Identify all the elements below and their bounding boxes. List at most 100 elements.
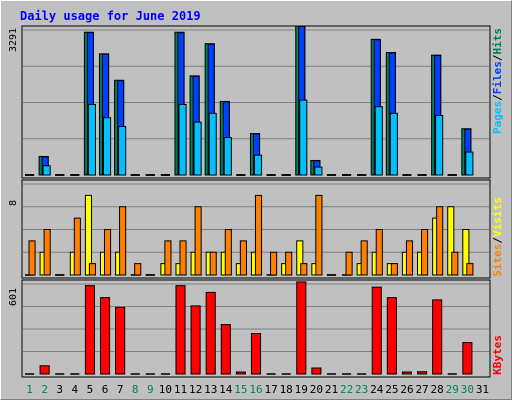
x-tick-label: 27 bbox=[415, 383, 428, 396]
bar-sites bbox=[405, 240, 414, 276]
bar-pages bbox=[223, 137, 232, 176]
bar-kbytes bbox=[401, 371, 413, 375]
bar-sites bbox=[390, 263, 398, 276]
bar-pages bbox=[314, 166, 323, 176]
x-tick-label: 1 bbox=[26, 383, 33, 396]
bar-sites bbox=[254, 194, 263, 276]
x-tick-label: 30 bbox=[461, 383, 474, 396]
bar-visits bbox=[462, 229, 470, 276]
bar-sites bbox=[300, 263, 308, 276]
bar-kbytes bbox=[99, 297, 111, 375]
bar-sites bbox=[209, 251, 217, 276]
x-tick-label: 11 bbox=[174, 383, 187, 396]
bar-kbytes bbox=[115, 306, 126, 375]
bar-kbytes bbox=[386, 297, 397, 375]
bar-kbytes bbox=[432, 299, 443, 375]
x-tick-label: 16 bbox=[249, 383, 262, 396]
bar-visits bbox=[84, 194, 92, 276]
x-tick-label: 7 bbox=[117, 383, 124, 396]
legend-entry: / bbox=[491, 237, 504, 244]
x-tick-label: 29 bbox=[446, 383, 459, 396]
x-tick-label: 31 bbox=[476, 383, 489, 396]
x-tick-label: 17 bbox=[264, 383, 277, 396]
x-tick-label: 21 bbox=[325, 383, 338, 396]
x-tick-label: 6 bbox=[102, 383, 109, 396]
bar-sites bbox=[194, 206, 202, 276]
x-tick-label: 23 bbox=[355, 383, 368, 396]
legend-kbytes: KBytes bbox=[491, 335, 504, 375]
x-tick-label: 20 bbox=[310, 383, 323, 396]
legend-traffic: Pages/Files/Hits bbox=[491, 28, 504, 134]
bar-kbytes bbox=[417, 371, 428, 375]
bar-kbytes bbox=[84, 285, 95, 375]
legend-entry: Pages bbox=[491, 101, 504, 134]
bar-pages bbox=[118, 126, 127, 176]
y-max-label-traffic: 3291 bbox=[8, 28, 19, 52]
bar-pages bbox=[389, 112, 398, 176]
legend-entry: Hits bbox=[491, 28, 504, 55]
bar-pages bbox=[208, 112, 217, 176]
y-max-label-visits: 8 bbox=[8, 200, 19, 206]
bar-pages bbox=[435, 115, 444, 176]
legend-entry: Visits bbox=[491, 197, 504, 237]
x-tick-label: 3 bbox=[56, 383, 63, 396]
bar-visits bbox=[296, 240, 304, 276]
bar-sites bbox=[345, 251, 353, 276]
x-tick-label: 24 bbox=[370, 383, 384, 396]
bar-sites bbox=[375, 229, 383, 276]
bar-sites bbox=[119, 206, 127, 276]
legend-entry: / bbox=[491, 54, 504, 61]
x-tick-label: 19 bbox=[295, 383, 308, 396]
bar-pages bbox=[178, 104, 187, 176]
legend-visits: Sites/Visits bbox=[491, 197, 504, 277]
bar-sites bbox=[360, 240, 368, 276]
bar-kbytes bbox=[220, 324, 231, 375]
x-tick-label: 25 bbox=[385, 383, 398, 396]
bar-pages bbox=[42, 165, 51, 176]
x-tick-label: 2 bbox=[41, 383, 48, 396]
bar-kbytes bbox=[371, 286, 382, 375]
bar-pages bbox=[87, 104, 96, 176]
bar-sites bbox=[164, 240, 172, 276]
x-tick-label: 15 bbox=[234, 383, 247, 396]
x-tick-label: 22 bbox=[340, 383, 353, 396]
bar-sites bbox=[43, 229, 51, 276]
x-tick-label: 10 bbox=[159, 383, 172, 396]
x-tick-label: 14 bbox=[219, 383, 233, 396]
x-tick-label: 18 bbox=[280, 383, 293, 396]
bar-kbytes bbox=[175, 285, 186, 375]
legend-entry: KBytes bbox=[491, 335, 504, 375]
bar-sites bbox=[88, 263, 96, 276]
bar-kbytes bbox=[205, 291, 216, 375]
legend-entry: / bbox=[491, 94, 504, 101]
x-tick-label: 4 bbox=[72, 383, 79, 396]
bar-pages bbox=[374, 106, 383, 176]
bar-pages bbox=[253, 154, 263, 176]
y-max-label-kbytes: 601 bbox=[8, 288, 19, 306]
bar-sites bbox=[103, 229, 112, 276]
bar-sites bbox=[179, 240, 187, 276]
x-tick-label: 9 bbox=[147, 383, 154, 396]
bar-sites bbox=[451, 251, 459, 276]
bar-sites bbox=[466, 263, 474, 276]
x-tick-label: 28 bbox=[431, 383, 444, 396]
legend-entry: Files bbox=[491, 61, 504, 94]
bar-pages bbox=[299, 99, 308, 176]
x-tick-label: 5 bbox=[87, 383, 94, 396]
bar-sites bbox=[436, 206, 444, 276]
x-tick-label: 13 bbox=[204, 383, 217, 396]
bar-sites bbox=[270, 251, 278, 276]
bar-sites bbox=[28, 240, 36, 276]
bar-sites bbox=[73, 217, 81, 276]
bar-kbytes bbox=[235, 371, 246, 375]
bar-sites bbox=[315, 194, 323, 276]
bar-sites bbox=[224, 229, 232, 276]
bar-kbytes bbox=[462, 342, 473, 375]
bar-kbytes bbox=[296, 281, 307, 375]
chart-title: Daily usage for June 2019 bbox=[20, 9, 201, 23]
x-tick-label: 8 bbox=[132, 383, 139, 396]
bar-sites bbox=[134, 263, 142, 276]
bar-kbytes bbox=[250, 333, 262, 375]
bar-kbytes bbox=[311, 367, 322, 375]
